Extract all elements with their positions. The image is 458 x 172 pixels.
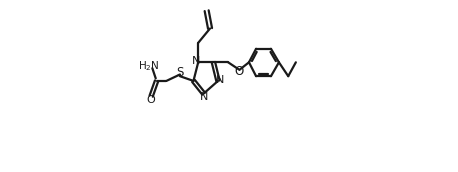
Text: O: O bbox=[146, 95, 155, 105]
Text: N: N bbox=[192, 56, 200, 66]
Text: N: N bbox=[216, 75, 224, 85]
Text: S: S bbox=[176, 66, 184, 79]
Text: H$_2$N: H$_2$N bbox=[138, 59, 159, 73]
Text: N: N bbox=[199, 92, 208, 102]
Text: O: O bbox=[234, 65, 244, 78]
